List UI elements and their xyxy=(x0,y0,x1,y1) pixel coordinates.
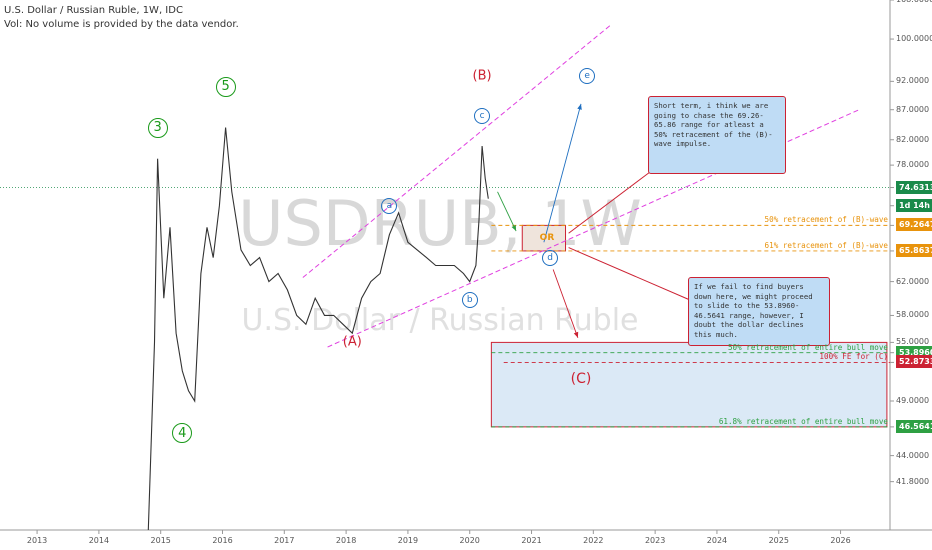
price-badge: 1d 14h xyxy=(896,198,932,212)
projection-arrow-down-short-head xyxy=(511,225,517,232)
y-tick-label: 82.0000 xyxy=(896,134,930,144)
fib-level-label: 50% retracement of entire bull move xyxy=(727,342,888,352)
channel-upper-line xyxy=(302,23,613,278)
price-series-line xyxy=(147,127,489,531)
x-tick-label: 2021 xyxy=(521,536,542,545)
wave-label-5: 5 xyxy=(215,76,236,97)
note-bottom-connector xyxy=(568,247,691,301)
watermark-name: U.S. Dollar / Russian Ruble xyxy=(241,303,638,338)
y-tick-label: 58.0000 xyxy=(896,310,930,320)
x-tick-label: 2019 xyxy=(397,536,419,545)
x-tick-label: 2024 xyxy=(706,536,728,545)
x-tick-label: 2018 xyxy=(335,536,357,545)
note-short-term: Short term, i think we are going to chas… xyxy=(648,96,786,174)
x-tick-label: 2025 xyxy=(768,536,789,545)
price-badge: 65.8637 xyxy=(896,243,932,257)
x-tick-label: 2015 xyxy=(150,536,171,545)
x-tick-label: 2014 xyxy=(88,536,110,545)
wave-label-a: a xyxy=(381,197,398,214)
y-tick-label: 108.0000 xyxy=(896,0,932,4)
fib-level-label: 61% retracement of (B)-wave xyxy=(764,240,888,250)
projection-arrow-up-e-head xyxy=(577,103,582,110)
price-badge: 69.2647 xyxy=(896,218,932,232)
wave-label-c: (C) xyxy=(570,370,592,387)
x-tick-label: 2013 xyxy=(26,536,48,545)
volume-note: Vol: No volume is provided by the data v… xyxy=(4,19,239,30)
wave-label-c: c xyxy=(474,107,491,124)
wave-label-3: 3 xyxy=(147,117,168,138)
price-badge: 74.6313 xyxy=(896,180,932,194)
y-tick-label: 44.0000 xyxy=(896,450,930,460)
wave-label-a: (A) xyxy=(342,334,362,350)
x-tick-label: 2026 xyxy=(830,536,851,545)
wave-label-or: OR xyxy=(539,233,555,244)
projection-arrow-down-short xyxy=(497,191,517,232)
fib-level-label: 61.8% retracement of entire bull move xyxy=(718,416,888,426)
y-tick-label: 41.8000 xyxy=(896,476,930,486)
y-tick-label: 87.0000 xyxy=(896,104,930,114)
x-tick-label: 2023 xyxy=(644,536,666,545)
note-downside: If we fail to find buyers down here, we … xyxy=(688,277,830,346)
projection-arrow-up-e xyxy=(543,103,582,243)
x-tick-label: 2016 xyxy=(212,536,233,545)
x-tick-label: 2020 xyxy=(459,536,480,545)
price-badge: 52.8733 xyxy=(896,355,932,369)
watermark-symbol: USDRUB, 1W xyxy=(238,187,642,260)
fib-level-label: 50% retracement of (B)-wave xyxy=(764,215,888,225)
y-tick-label: 55.0000 xyxy=(896,337,930,347)
wave-label-e: e xyxy=(579,67,596,84)
wave-label-d: d xyxy=(542,249,559,266)
y-tick-label: 49.0000 xyxy=(896,396,930,405)
target-zone-box xyxy=(490,341,888,428)
x-tick-label: 2017 xyxy=(274,536,295,545)
y-tick-label: 100.0000 xyxy=(896,34,932,44)
price-badge: 46.5641 xyxy=(896,419,932,433)
chart-title: U.S. Dollar / Russian Ruble, 1W, IDC xyxy=(4,5,183,16)
projection-arrow-down-c-head xyxy=(573,331,579,338)
channel-lower-line xyxy=(327,109,860,348)
wave-label-4: 4 xyxy=(172,423,193,444)
projection-arrow-down-c xyxy=(552,269,579,338)
y-tick-label: 62.0000 xyxy=(896,276,930,286)
y-tick-label: 78.0000 xyxy=(896,160,930,170)
note-top-connector xyxy=(568,171,651,234)
wave-label-b: (B) xyxy=(472,68,492,84)
x-tick-label: 2022 xyxy=(583,536,604,545)
wave-label-b: b xyxy=(461,291,478,308)
y-tick-label: 92.0000 xyxy=(896,76,930,86)
fib-level-label: 100% FE for (C) xyxy=(819,352,888,362)
